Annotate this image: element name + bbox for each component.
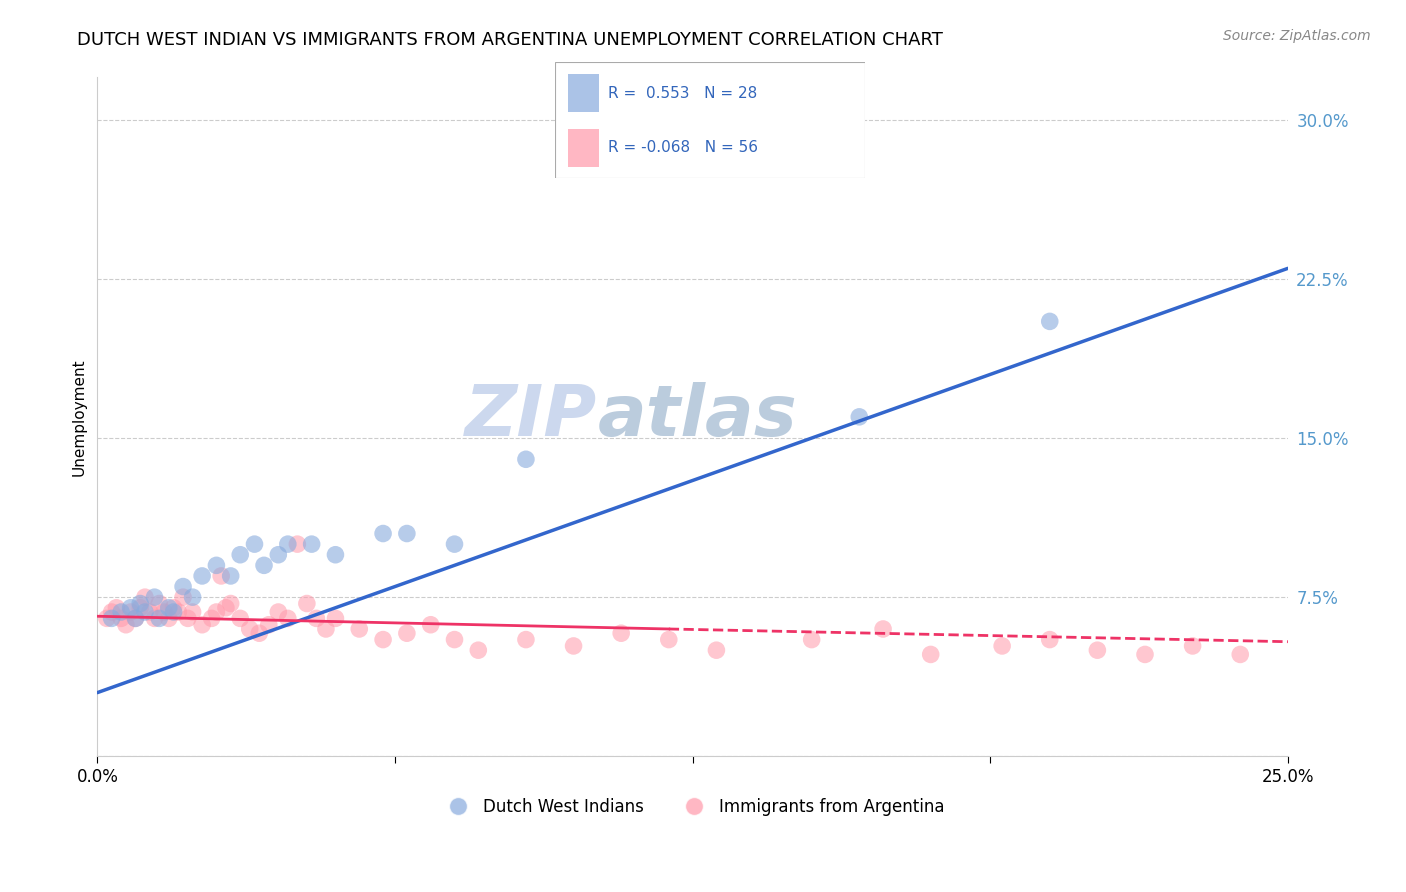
Point — [191, 617, 214, 632]
Point — [172, 590, 194, 604]
Point — [129, 597, 152, 611]
Point — [215, 600, 238, 615]
Point — [143, 611, 166, 625]
Text: DUTCH WEST INDIAN VS IMMIGRANTS FROM ARGENTINA UNEMPLOYMENT CORRELATION CHART: DUTCH WEST INDIAN VS IMMIGRANTS FROM ARG… — [77, 31, 943, 49]
Point — [143, 590, 166, 604]
Point — [267, 548, 290, 562]
Point — [162, 600, 184, 615]
Point — [305, 611, 328, 625]
Point — [277, 611, 299, 625]
Point — [205, 558, 228, 573]
Point — [920, 648, 942, 662]
Point — [295, 597, 318, 611]
Point — [467, 643, 489, 657]
Point — [301, 537, 323, 551]
Text: atlas: atlas — [598, 383, 797, 451]
Point — [177, 611, 200, 625]
Point — [325, 548, 347, 562]
Point — [148, 597, 170, 611]
Point — [395, 626, 418, 640]
Point — [1039, 314, 1062, 328]
Point — [371, 632, 394, 647]
Point — [610, 626, 633, 640]
Point — [110, 605, 132, 619]
Point — [395, 526, 418, 541]
Point — [181, 590, 204, 604]
Y-axis label: Unemployment: Unemployment — [72, 358, 86, 475]
Point — [515, 632, 537, 647]
Point — [153, 605, 176, 619]
Point — [285, 537, 308, 551]
Point — [96, 611, 118, 625]
Bar — [568, 74, 599, 112]
Text: ZIP: ZIP — [465, 383, 598, 451]
Point — [191, 569, 214, 583]
Point — [1039, 632, 1062, 647]
Text: R =  0.553   N = 28: R = 0.553 N = 28 — [607, 87, 758, 102]
Point — [1085, 643, 1108, 657]
Point — [443, 537, 465, 551]
Point — [129, 600, 152, 615]
Point — [1229, 648, 1251, 662]
Point — [115, 617, 138, 632]
Point — [515, 452, 537, 467]
Bar — [568, 128, 599, 167]
Point — [991, 639, 1014, 653]
Text: Source: ZipAtlas.com: Source: ZipAtlas.com — [1223, 29, 1371, 43]
Point — [239, 622, 262, 636]
Point — [1133, 648, 1156, 662]
Point — [167, 605, 190, 619]
Point — [219, 569, 242, 583]
Point — [315, 622, 337, 636]
Point — [872, 622, 894, 636]
Point — [229, 611, 252, 625]
Point — [562, 639, 585, 653]
Legend: Dutch West Indians, Immigrants from Argentina: Dutch West Indians, Immigrants from Arge… — [434, 791, 950, 822]
Point — [172, 580, 194, 594]
Point — [201, 611, 224, 625]
Point — [120, 600, 142, 615]
Point — [110, 611, 132, 625]
Point — [706, 643, 728, 657]
Point — [257, 617, 280, 632]
Point — [443, 632, 465, 647]
Point — [148, 611, 170, 625]
Point — [134, 590, 156, 604]
Point — [124, 611, 146, 625]
Point — [124, 611, 146, 625]
Point — [205, 605, 228, 619]
Point — [229, 548, 252, 562]
FancyBboxPatch shape — [555, 62, 865, 178]
Point — [138, 605, 160, 619]
Point — [419, 617, 441, 632]
Point — [243, 537, 266, 551]
Point — [658, 632, 681, 647]
Point — [848, 409, 870, 424]
Point — [100, 605, 122, 619]
Point — [349, 622, 371, 636]
Point — [100, 611, 122, 625]
Point — [247, 626, 270, 640]
Point — [371, 526, 394, 541]
Point — [134, 605, 156, 619]
Point — [277, 537, 299, 551]
Point — [157, 600, 180, 615]
Point — [325, 611, 347, 625]
Point — [120, 605, 142, 619]
Point — [219, 597, 242, 611]
Point — [162, 605, 184, 619]
Point — [253, 558, 276, 573]
Point — [105, 600, 128, 615]
Point — [157, 611, 180, 625]
Point — [800, 632, 823, 647]
Point — [209, 569, 232, 583]
Text: R = -0.068   N = 56: R = -0.068 N = 56 — [607, 139, 758, 154]
Point — [267, 605, 290, 619]
Point — [1181, 639, 1204, 653]
Point — [181, 605, 204, 619]
